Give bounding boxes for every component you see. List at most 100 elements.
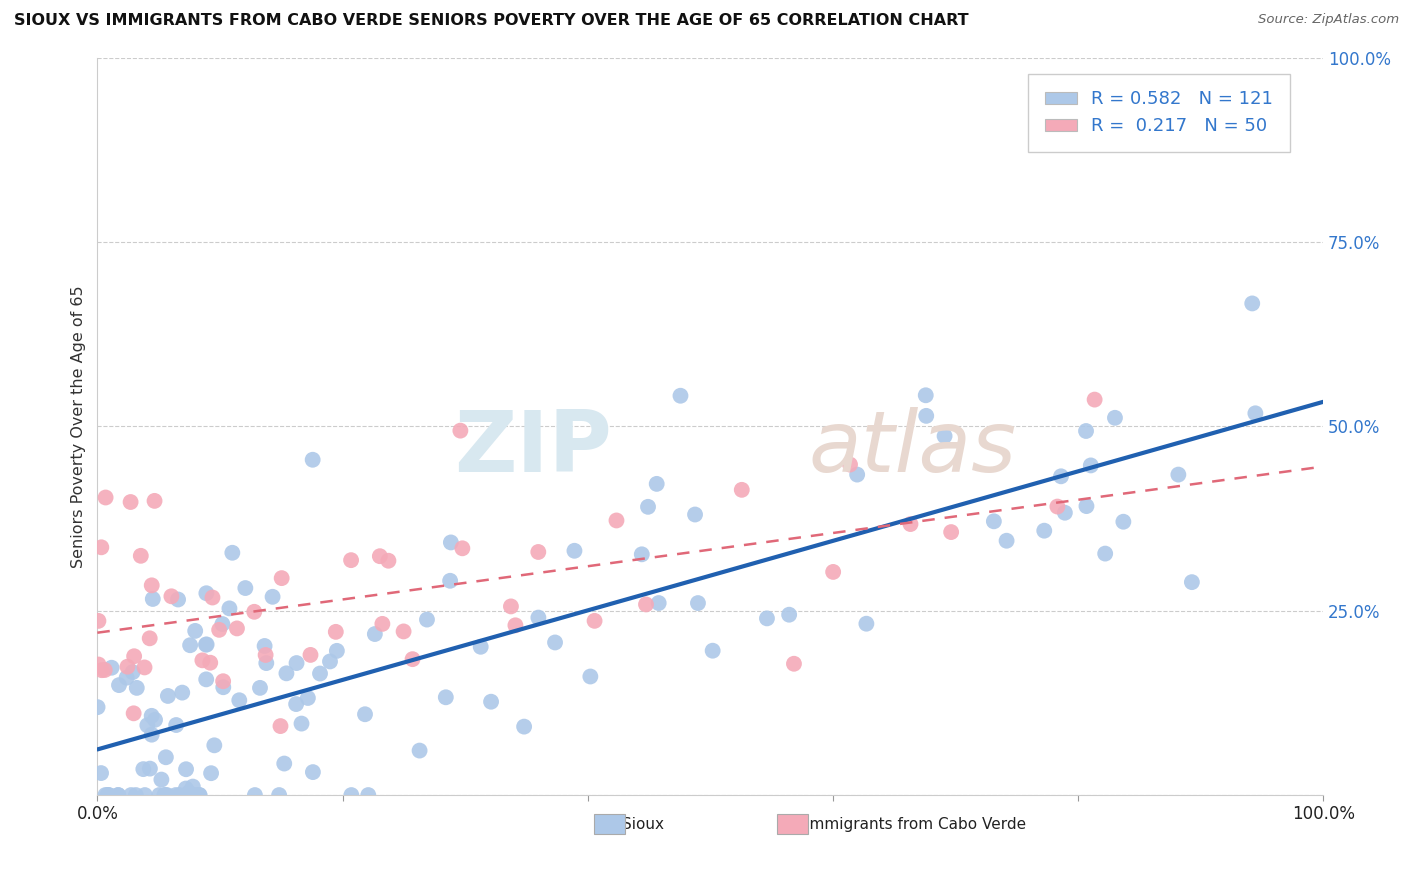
Point [583, 614, 606, 628]
Point [823, 565, 845, 579]
Point [120, 788, 142, 802]
Point [934, 429, 956, 443]
Point [208, 623, 231, 637]
Point [1181, 575, 1204, 590]
Point [1241, 296, 1264, 310]
Point [846, 467, 869, 482]
Point [470, 640, 492, 654]
Point [100, 661, 122, 675]
Point [270, 571, 292, 585]
Point [150, 772, 173, 787]
Point [195, 638, 218, 652]
Point [605, 513, 627, 527]
Point [181, 780, 204, 794]
Y-axis label: Seniors Poverty Over the Age of 65: Seniors Poverty Over the Age of 65 [72, 285, 86, 567]
Point [98, 788, 121, 802]
Point [254, 648, 277, 662]
Point [449, 424, 471, 438]
Point [107, 788, 129, 802]
Point [134, 660, 156, 674]
Point [94, 788, 117, 802]
Point [1074, 424, 1097, 438]
Point [202, 739, 225, 753]
Point [191, 653, 214, 667]
Point [188, 788, 211, 802]
Point [117, 659, 139, 673]
Point [326, 644, 349, 658]
Point [132, 762, 155, 776]
Point [408, 743, 430, 757]
Point [637, 500, 659, 514]
Point [201, 591, 224, 605]
Point [392, 624, 415, 639]
Point [354, 707, 377, 722]
Point [297, 690, 319, 705]
Point [440, 535, 463, 549]
Point [1046, 500, 1069, 514]
Point [669, 389, 692, 403]
Point [108, 678, 131, 692]
Text: ZIP: ZIP [454, 407, 612, 490]
Point [647, 596, 669, 610]
Point [645, 476, 668, 491]
Point [136, 718, 159, 732]
Point [778, 607, 800, 622]
Point [87, 614, 110, 628]
Point [186, 788, 208, 802]
Point [87, 657, 110, 672]
Point [269, 788, 291, 802]
Point [180, 788, 202, 802]
Point [235, 581, 257, 595]
Point [139, 762, 162, 776]
Point [167, 788, 190, 802]
Point [262, 590, 284, 604]
Point [122, 706, 145, 721]
Point [200, 766, 222, 780]
Point [368, 549, 391, 564]
Point [212, 674, 235, 689]
Point [1053, 506, 1076, 520]
Point [195, 638, 218, 652]
Point [228, 693, 250, 707]
Point [371, 616, 394, 631]
Point [564, 543, 586, 558]
Point [309, 666, 332, 681]
Point [914, 388, 936, 402]
Text: Source: ZipAtlas.com: Source: ZipAtlas.com [1258, 13, 1399, 27]
Point [226, 621, 249, 635]
Text: atlas: atlas [808, 407, 1017, 490]
Point [153, 788, 176, 802]
Point [325, 624, 347, 639]
Point [94, 491, 117, 505]
Point [141, 709, 163, 723]
Point [160, 589, 183, 603]
Point [200, 656, 222, 670]
Point [249, 681, 271, 695]
Point [505, 618, 527, 632]
Point [290, 716, 312, 731]
Point [839, 458, 862, 472]
Point [172, 685, 194, 699]
Point [143, 713, 166, 727]
Text: Sioux: Sioux [621, 817, 664, 831]
Point [273, 756, 295, 771]
Text: SIOUX VS IMMIGRANTS FROM CABO VERDE SENIORS POVERTY OVER THE AGE OF 65 CORRELATI: SIOUX VS IMMIGRANTS FROM CABO VERDE SENI… [14, 13, 969, 29]
Point [377, 554, 399, 568]
Point [212, 680, 235, 694]
Point [755, 611, 778, 625]
Point [364, 627, 387, 641]
Point [179, 638, 201, 652]
Point [138, 632, 160, 646]
Point [276, 666, 298, 681]
Point [122, 649, 145, 664]
Point [702, 643, 724, 657]
Point [683, 508, 706, 522]
Text: Immigrants from Cabo Verde: Immigrants from Cabo Verde [806, 817, 1026, 831]
Point [1084, 392, 1107, 407]
Point [184, 624, 207, 638]
Point [855, 616, 877, 631]
Point [900, 517, 922, 532]
Point [97, 788, 120, 802]
Point [285, 656, 308, 670]
Point [340, 553, 363, 567]
